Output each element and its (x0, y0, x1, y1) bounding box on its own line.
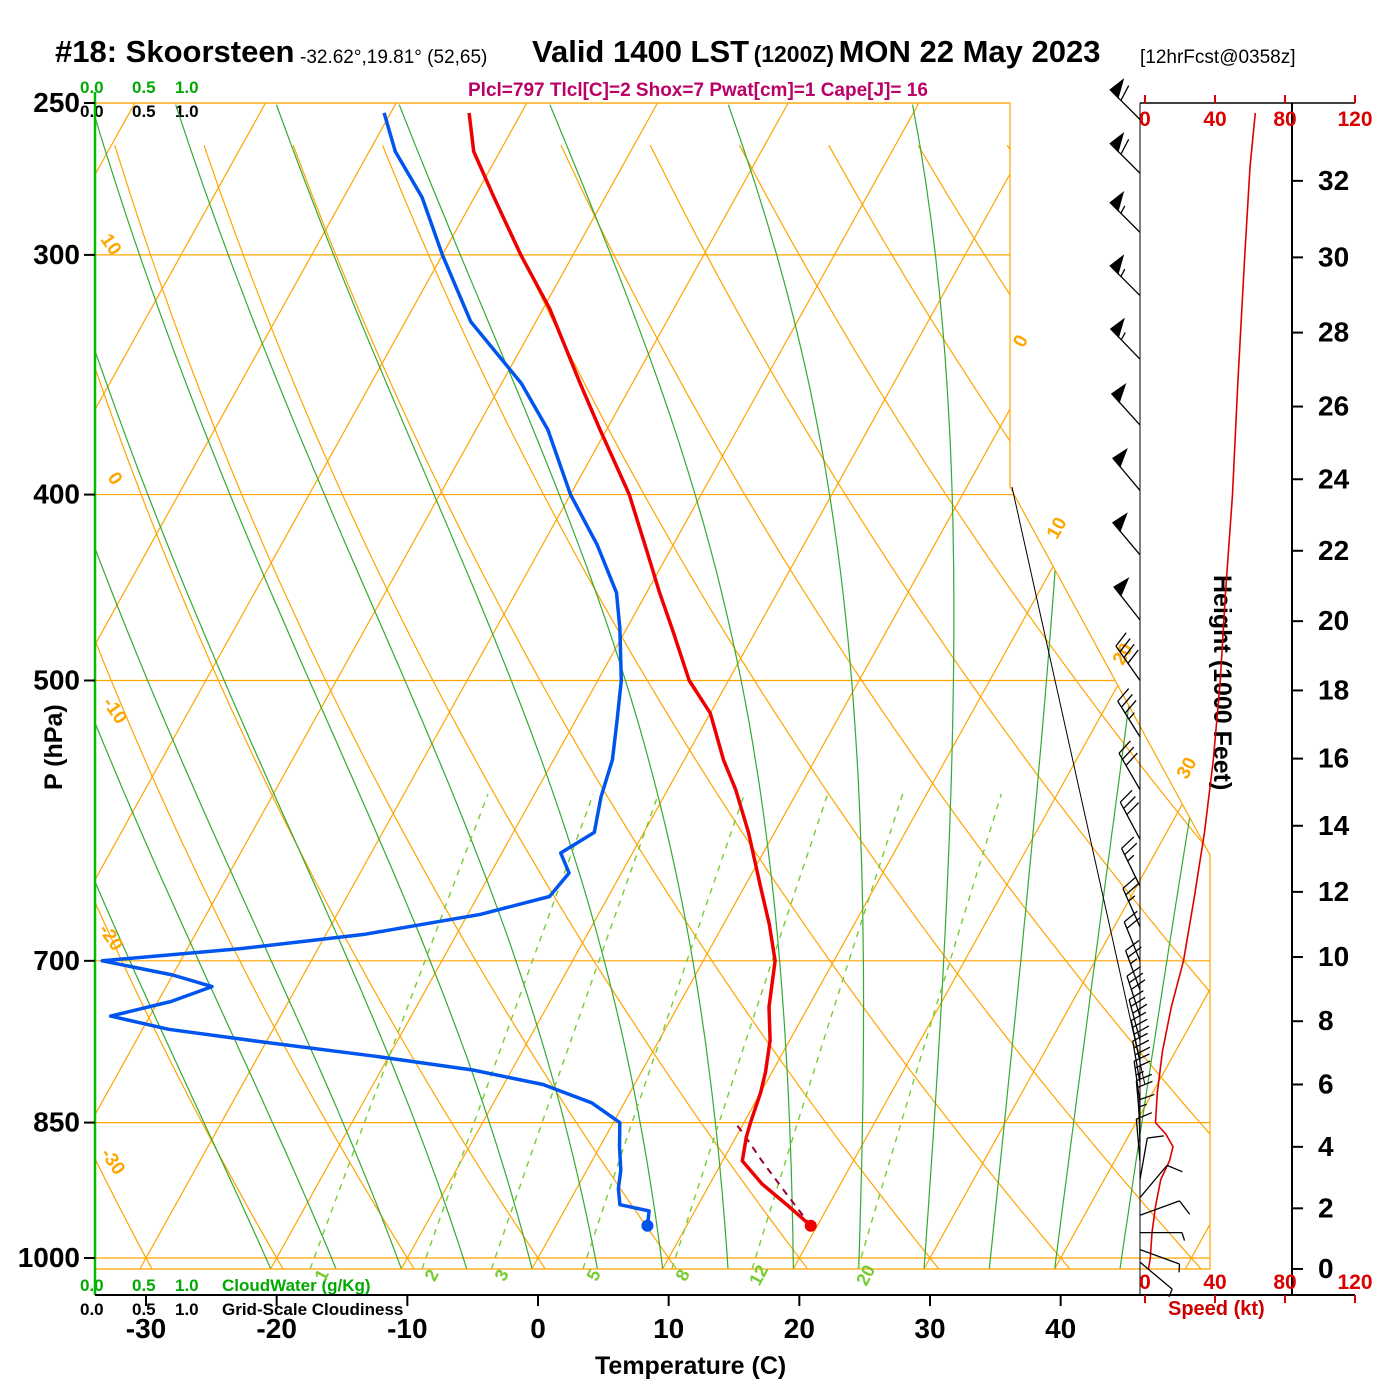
svg-text:12: 12 (745, 1262, 772, 1289)
svg-text:-20: -20 (256, 1313, 296, 1344)
temperature-curve (467, 112, 812, 1228)
svg-text:0: 0 (1009, 332, 1032, 351)
svg-text:16: 16 (1318, 743, 1349, 774)
svg-text:-10: -10 (387, 1313, 427, 1344)
svg-text:0: 0 (1139, 1271, 1151, 1294)
cloudiness-tick: 0.0 (80, 102, 104, 121)
svg-text:-30: -30 (96, 1145, 129, 1180)
wind-speed-curve (1147, 112, 1257, 1269)
svg-text:30: 30 (1318, 241, 1349, 272)
cloudwater-tick: 0.0 (80, 78, 104, 97)
svg-text:40: 40 (1045, 1313, 1076, 1344)
svg-text:0: 0 (1318, 1253, 1334, 1284)
svg-text:500: 500 (33, 664, 80, 695)
params-line: Plcl=797 Tlcl[C]=2 Shox=7 Pwat[cm]=1 Cap… (468, 80, 928, 101)
svg-text:18: 18 (1318, 674, 1349, 705)
svg-text:850: 850 (33, 1107, 80, 1138)
svg-text:80: 80 (1273, 108, 1296, 131)
svg-text:-10: -10 (98, 694, 131, 729)
svg-text:-20: -20 (94, 921, 127, 956)
svg-text:-30: -30 (126, 1313, 166, 1344)
svg-text:40: 40 (1203, 1271, 1226, 1294)
speed-axis-label: Speed (kt) (1168, 1298, 1265, 1320)
svg-text:10: 10 (1043, 514, 1072, 543)
svg-text:700: 700 (33, 945, 80, 976)
cloudiness-tick: 1.0 (175, 1300, 199, 1319)
svg-text:120: 120 (1337, 1271, 1372, 1294)
forecast-tag: [12hrFcst@0358z] (1140, 47, 1296, 68)
svg-text:8: 8 (1318, 1005, 1334, 1036)
svg-text:20: 20 (852, 1262, 879, 1289)
svg-text:12: 12 (1318, 876, 1349, 907)
surface-temp-dot (804, 1219, 817, 1232)
svg-text:28: 28 (1318, 317, 1349, 348)
temperature-axis-label: Temperature (C) (595, 1352, 787, 1380)
cloudwater-tick: 1.0 (175, 1276, 199, 1295)
surface-dewpoint-dot (641, 1219, 654, 1232)
svg-text:0: 0 (103, 468, 126, 489)
cloudwater-tick: 0.5 (132, 1276, 156, 1295)
svg-text:0: 0 (1139, 108, 1151, 131)
svg-text:400: 400 (33, 479, 80, 510)
svg-text:20: 20 (1109, 640, 1138, 669)
valid-time: Valid 1400 LST (1200Z) MON 22 May 2023 (532, 34, 1100, 70)
valid-label: Valid 1400 LST (532, 34, 750, 69)
svg-text:4: 4 (1318, 1131, 1334, 1162)
svg-text:1000: 1000 (18, 1242, 80, 1273)
cloudwater-tick: 0.0 (80, 1276, 104, 1295)
svg-text:80: 80 (1273, 1271, 1296, 1294)
svg-text:20: 20 (784, 1313, 815, 1344)
svg-text:40: 40 (1203, 108, 1226, 131)
svg-text:14: 14 (1318, 810, 1350, 841)
sounding-profiles (100, 112, 817, 1232)
skewt-grid (95, 103, 1210, 1269)
svg-text:24: 24 (1318, 463, 1350, 494)
cloudwater-tick: 1.0 (175, 78, 199, 97)
svg-text:26: 26 (1318, 391, 1349, 422)
svg-text:2: 2 (1318, 1192, 1334, 1223)
svg-text:30: 30 (1173, 754, 1202, 783)
svg-text:250: 250 (33, 87, 80, 118)
parcel-curve (734, 1121, 812, 1227)
svg-text:0: 0 (530, 1313, 546, 1344)
station-title: #18: Skoorsteen (55, 34, 295, 69)
svg-text:32: 32 (1318, 165, 1349, 196)
cloudwater-label: CloudWater (g/Kg) (222, 1276, 371, 1295)
dewpoint-curve (100, 112, 651, 1226)
wind-barbs (1109, 78, 1191, 1298)
cloudiness-tick: 0.5 (132, 1300, 156, 1319)
svg-text:20: 20 (1318, 605, 1349, 636)
cloudwater-tick: 0.5 (132, 78, 156, 97)
svg-text:22: 22 (1318, 535, 1349, 566)
station-coords: -32.62°,19.81° (52,65) (300, 47, 488, 68)
svg-text:6: 6 (1318, 1068, 1334, 1099)
svg-text:300: 300 (33, 239, 80, 270)
cloudiness-tick: 0.5 (132, 102, 156, 121)
cloudiness-tick: 0.0 (80, 1300, 104, 1319)
svg-text:120: 120 (1337, 108, 1372, 131)
valid-zulu: (1200Z) (753, 41, 835, 67)
cloudiness-label: Grid-Scale Cloudiness (222, 1300, 404, 1319)
svg-text:10: 10 (653, 1313, 684, 1344)
svg-text:10: 10 (1318, 941, 1349, 972)
valid-date: MON 22 May 2023 (838, 34, 1101, 69)
svg-text:30: 30 (914, 1313, 945, 1344)
cloudiness-tick: 1.0 (175, 102, 199, 121)
